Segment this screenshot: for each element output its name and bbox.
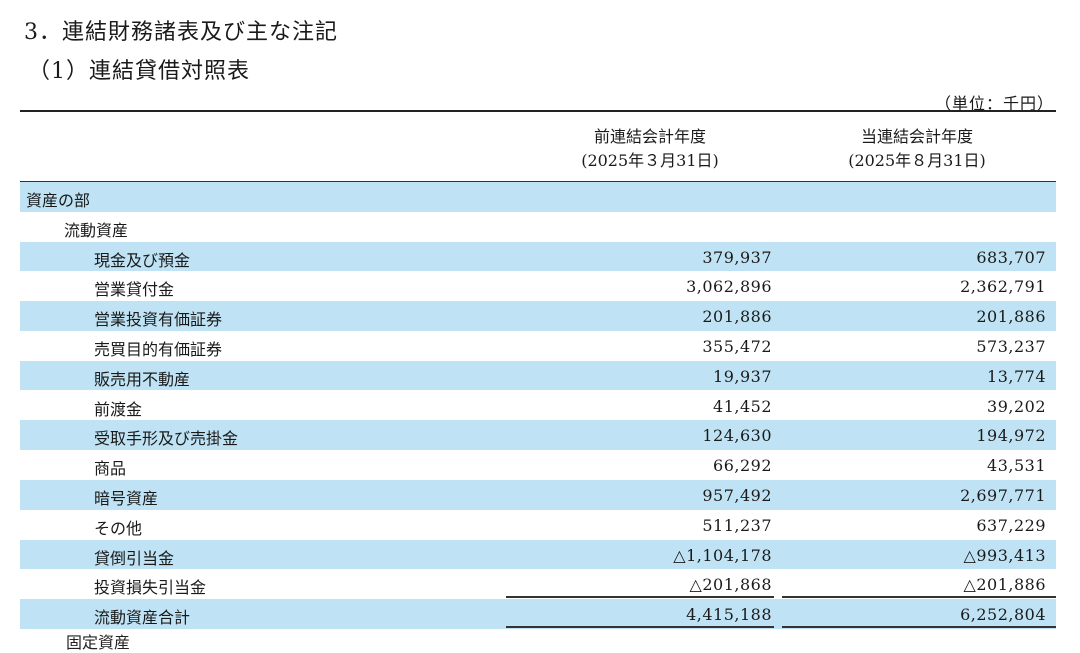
table-row: その他 511,237 637,229 (20, 510, 1056, 540)
row-value-current: 573,237 (976, 337, 1046, 356)
table-row: 商品 66,292 43,531 (20, 450, 1056, 480)
column-header-previous: 前連結会計年度 (2025年３月31日) (540, 125, 760, 173)
row-value-previous: 379,937 (702, 247, 772, 267)
column-header-previous-date: (2025年３月31日) (581, 151, 719, 170)
header-rule (20, 181, 1056, 183)
section-heading: 3．連結財務諸表及び主な注記 (24, 20, 338, 45)
row-value-previous: 41,452 (713, 396, 772, 416)
row-value-current: 13,774 (987, 366, 1046, 386)
subsection-heading: （1）連結貸借対照表 (28, 59, 250, 84)
table-row: 暗号資産 957,492 2,697,771 (20, 480, 1056, 510)
row-label: 資産の部 (26, 191, 91, 210)
row-label: 暗号資産 (94, 489, 159, 508)
subtotal-rule-previous (506, 596, 774, 598)
row-value-current: △993,413 (963, 545, 1046, 565)
row-label: 受取手形及び売掛金 (94, 429, 239, 449)
row-value-current: 2,697,771 (960, 486, 1046, 505)
row-label: 前渡金 (94, 399, 143, 419)
row-value-current: 201,886 (976, 307, 1046, 327)
row-label: 流動資産合計 (94, 608, 191, 628)
row-value-previous: △1,104,178 (673, 545, 772, 565)
table-row-total: 流動資産合計 4,415,188 6,252,804 (20, 599, 1056, 629)
row-label: 営業貸付金 (94, 280, 175, 300)
row-value-previous: 355,472 (702, 337, 772, 356)
column-header-current-date: (2025年８月31日) (848, 151, 986, 170)
row-value-previous: 201,886 (702, 307, 772, 327)
unit-label: （単位：千円） (934, 94, 1054, 113)
row-value-previous: 66,292 (713, 456, 772, 476)
next-section-label: 固定資産 (66, 633, 131, 652)
table-row: 営業投資有価証券 201,886 201,886 (20, 301, 1056, 331)
table-row: 現金及び預金 379,937 683,707 (20, 241, 1056, 272)
column-header-current: 当連結会計年度 (2025年８月31日) (807, 125, 1027, 173)
table-row: 受取手形及び売掛金 124,630 194,972 (20, 420, 1056, 450)
row-value-current: 637,229 (976, 515, 1046, 535)
row-value-current: 683,707 (976, 247, 1046, 267)
table-row: 投資損失引当金 △201,868 △201,886 (20, 569, 1056, 599)
row-label: その他 (94, 518, 143, 538)
table-row: 営業貸付金 3,062,896 2,362,791 (20, 271, 1056, 301)
row-label: 現金及び預金 (94, 250, 191, 270)
row-label: 販売用不動産 (94, 369, 191, 389)
table-row: 売買目的有価証券 355,472 573,237 (20, 331, 1056, 361)
row-value-previous: 3,062,896 (686, 277, 772, 297)
column-header-previous-title: 前連結会計年度 (593, 127, 706, 146)
total-bottom-rule-current (782, 626, 1056, 628)
row-value-previous: △201,868 (689, 575, 772, 595)
row-value-previous: 957,492 (702, 486, 772, 505)
table-row: 貸倒引当金 △1,104,178 △993,413 (20, 539, 1056, 570)
row-value-current: 194,972 (976, 426, 1046, 446)
row-label: 商品 (94, 459, 127, 479)
table-top-rule (20, 110, 1056, 112)
row-label: 貸倒引当金 (94, 548, 175, 568)
row-label: 投資損失引当金 (94, 578, 207, 598)
row-value-current: 43,531 (987, 456, 1046, 476)
table-row: 資産の部 (20, 182, 1056, 212)
column-header-current-title: 当連結会計年度 (860, 127, 973, 146)
subtotal-rule-current (782, 596, 1056, 598)
row-label: 流動資産 (64, 220, 129, 240)
total-bottom-rule-previous (506, 626, 774, 628)
row-value-current: 2,362,791 (960, 277, 1046, 297)
row-value-current: 6,252,804 (960, 605, 1046, 625)
row-value-previous: 4,415,188 (686, 605, 772, 625)
table-row: 販売用不動産 19,937 13,774 (20, 360, 1056, 391)
row-value-current: 39,202 (987, 396, 1046, 416)
row-value-previous: 124,630 (702, 426, 772, 446)
row-label: 売買目的有価証券 (94, 340, 223, 359)
row-value-current: △201,886 (963, 575, 1046, 595)
row-value-previous: 19,937 (713, 366, 772, 386)
row-value-previous: 511,237 (702, 515, 772, 535)
table-row: 流動資産 (20, 212, 1056, 242)
table-row: 前渡金 41,452 39,202 (20, 391, 1056, 421)
row-label: 営業投資有価証券 (94, 310, 223, 330)
